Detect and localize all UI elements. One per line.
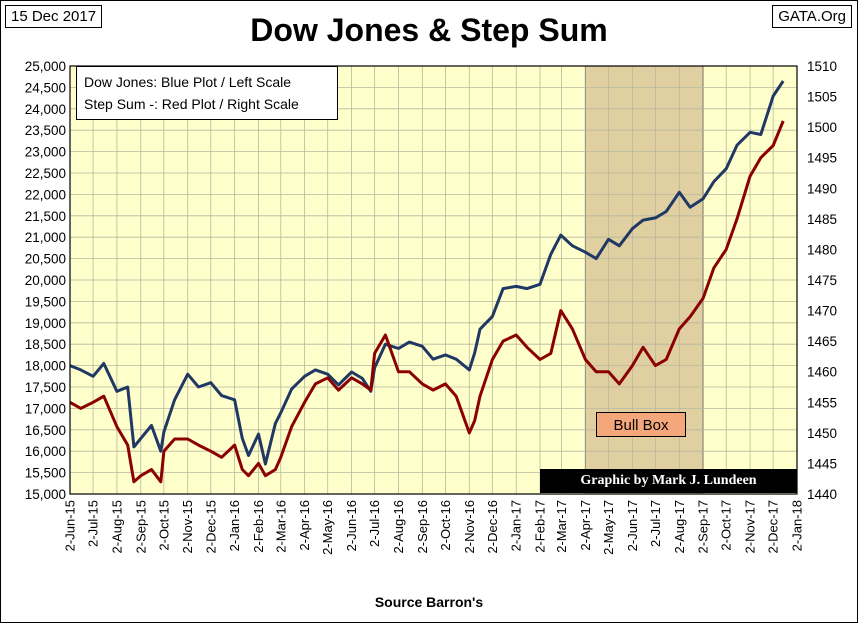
y-left-tick-label: 15,500 <box>25 466 66 481</box>
x-tick-label: 2-Oct-17 <box>719 500 734 551</box>
y-left-tick-label: 20,000 <box>25 273 66 288</box>
x-tick-label: 2-Sep-17 <box>696 500 711 553</box>
y-right-tick-label: 1470 <box>807 304 837 319</box>
x-tick-label: 2-Nov-16 <box>462 500 477 553</box>
x-tick-label: 2-Dec-16 <box>485 500 500 553</box>
x-tick-label: 2-Jun-16 <box>344 500 359 551</box>
x-tick-label: 2-Jun-17 <box>625 500 640 551</box>
x-tick-label: 2-Mar-16 <box>273 500 288 553</box>
series-line-step-sum <box>69 120 785 484</box>
y-left-tick-label: 20,500 <box>25 252 66 267</box>
y-left-tick-label: 23,500 <box>25 123 66 138</box>
date-label: 15 Dec 2017 <box>5 5 103 28</box>
x-tick-label: 2-Aug-17 <box>672 500 687 553</box>
y-left-tick-label: 17,000 <box>25 401 66 416</box>
x-tick-label: 2-Dec-17 <box>766 500 781 553</box>
y-left-tick-label: 17,500 <box>25 380 66 395</box>
y-right-tick-label: 1485 <box>807 212 837 227</box>
grid-lines <box>69 65 798 495</box>
chart-title: Dow Jones & Step Sum <box>250 12 608 48</box>
y-left-tick-label: 19,000 <box>25 316 66 331</box>
y-right-tick-label: 1440 <box>807 487 837 502</box>
legend: Dow Jones: Blue Plot / Left Scale Step S… <box>76 66 338 120</box>
x-tick-label: 2-Feb-17 <box>533 500 548 553</box>
x-tick-label: 2-Jun-15 <box>63 500 78 551</box>
x-tick-label: 2-Jul-16 <box>367 500 382 547</box>
legend-entry-step-sum: Step Sum -: Red Plot / Right Scale <box>84 96 299 112</box>
y-left-tick-label: 22,000 <box>25 187 66 202</box>
y-left-tick-label: 23,000 <box>25 145 66 160</box>
x-tick-label: 2-Feb-16 <box>251 500 266 553</box>
x-tick-label: 2-Jul-15 <box>86 500 101 547</box>
y-right-tick-label: 1450 <box>807 426 837 441</box>
y-right-tick-label: 1505 <box>807 90 837 105</box>
x-tick-label: 2-Jan-17 <box>509 500 524 551</box>
x-tick-label: 2-Aug-15 <box>109 500 124 553</box>
site-label: GATA.Org <box>772 5 852 28</box>
x-tick-label: 2-Apr-17 <box>578 500 593 551</box>
y-right-tick-label: 1510 <box>807 59 837 74</box>
y-left-tick-label: 21,000 <box>25 230 66 245</box>
x-tick-label: 2-May-17 <box>601 500 616 555</box>
y-right-tick-label: 1500 <box>807 120 837 135</box>
x-tick-label: 2-Oct-16 <box>438 500 453 551</box>
x-tick-label: 2-Mar-17 <box>554 500 569 553</box>
y-left-tick-label: 21,500 <box>25 209 66 224</box>
y-right-tick-label: 1460 <box>807 365 837 380</box>
series-line-dow-jones <box>69 80 785 466</box>
legend-entry-dow: Dow Jones: Blue Plot / Left Scale <box>84 74 291 90</box>
source-label: Source Barron's <box>374 594 484 610</box>
y-left-tick-label: 18,000 <box>25 359 66 374</box>
y-left-tick-label: 16,000 <box>25 444 66 459</box>
y-right-tick-label: 1465 <box>807 334 837 349</box>
y-left-tick-label: 25,000 <box>25 59 66 74</box>
y-right-tick-label: 1480 <box>807 242 837 257</box>
y-right-tick-label: 1475 <box>807 273 837 288</box>
x-tick-label: 2-Aug-16 <box>391 500 406 553</box>
y-right-tick-label: 1445 <box>807 456 837 471</box>
axis-labels: 15,000 15,500 16,000 16,500 17,000 17,500 18,0… <box>25 59 837 555</box>
bull-box-label: Bull Box <box>596 412 686 437</box>
series-group <box>69 80 785 484</box>
y-right-tick-label: 1495 <box>807 151 837 166</box>
x-tick-label: 2-Oct-15 <box>156 500 171 551</box>
x-tick-label: 2-Apr-16 <box>297 500 312 551</box>
x-tick-label: 2-Jan-16 <box>227 500 242 551</box>
x-tick-label: 2-Sep-15 <box>133 500 148 553</box>
x-tick-label: 2-Jan-18 <box>790 500 805 551</box>
credit-label: Graphic by Mark J. Lundeen <box>540 469 797 493</box>
y-left-tick-label: 22,500 <box>25 166 66 181</box>
x-tick-label: 2-Nov-17 <box>743 500 758 553</box>
x-tick-label: 2-Dec-15 <box>203 500 218 553</box>
y-left-tick-label: 15,000 <box>25 487 66 502</box>
x-tick-label: 2-Sep-16 <box>415 500 430 553</box>
y-left-tick-label: 18,500 <box>25 337 66 352</box>
x-tick-label: 2-Jul-17 <box>648 500 663 547</box>
y-left-tick-label: 16,500 <box>25 423 66 438</box>
x-tick-label: 2-May-16 <box>320 500 335 555</box>
y-left-tick-label: 24,000 <box>25 102 66 117</box>
plot-border <box>69 65 798 495</box>
y-right-tick-label: 1455 <box>807 395 837 410</box>
y-right-tick-label: 1490 <box>807 181 837 196</box>
x-tick-label: 2-Nov-15 <box>180 500 195 553</box>
y-left-tick-label: 24,500 <box>25 80 66 95</box>
y-left-tick-label: 19,500 <box>25 294 66 309</box>
